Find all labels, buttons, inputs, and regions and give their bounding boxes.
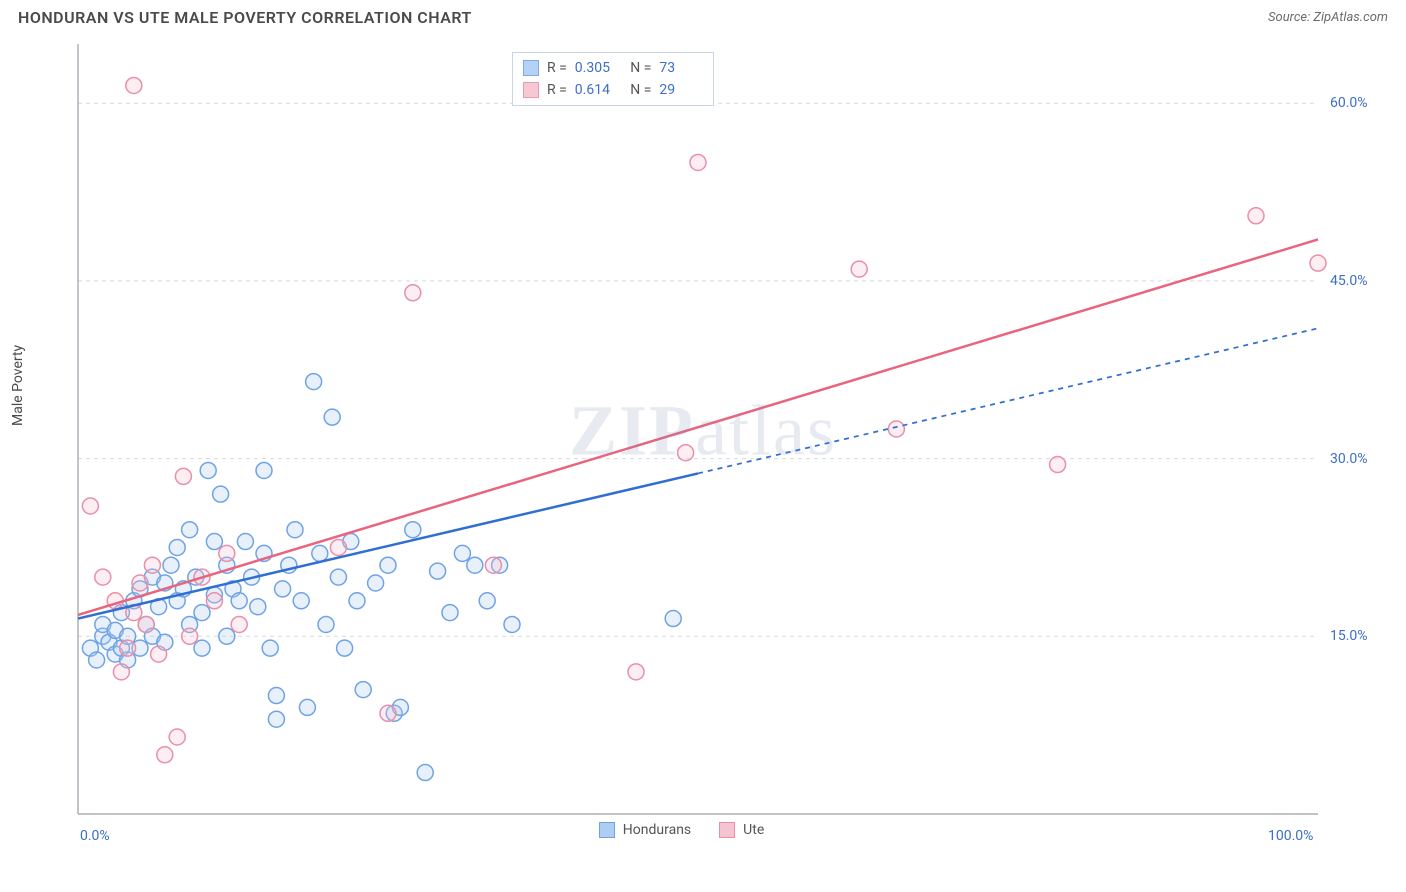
legend-stat-row: R = 0.305 N = 73 [523, 57, 703, 79]
legend-series-name: Ute [743, 822, 764, 838]
legend-swatch [523, 82, 539, 98]
y-tick-label: 15.0% [1330, 628, 1368, 644]
legend-n-value: 29 [659, 79, 703, 101]
y-tick-label: 60.0% [1330, 95, 1368, 111]
chart-container: Male Poverty ZIPatlas R =0.305 N =73R =0… [18, 38, 1388, 874]
series-legend: Hondurans Ute [599, 822, 764, 838]
legend-r-value: 0.614 [575, 79, 619, 101]
scatter-plot [18, 38, 1388, 864]
legend-r-label: R = [547, 79, 567, 101]
legend-swatch [599, 822, 615, 838]
correlation-legend: R = 0.305 N = 73 R = 0.614 N = 29 [512, 52, 714, 106]
legend-swatch [719, 822, 735, 838]
x-tick-label: 100.0% [1268, 828, 1313, 844]
x-tick-label: 0.0% [80, 828, 110, 844]
legend-series-name: Hondurans [623, 822, 691, 838]
y-axis-label: Male Poverty [10, 345, 26, 426]
legend-stat-row: R = 0.614 N = 29 [523, 79, 703, 101]
chart-title: HONDURAN VS UTE MALE POVERTY CORRELATION… [18, 8, 472, 27]
legend-n-label: N = [627, 79, 652, 101]
y-tick-label: 30.0% [1330, 451, 1368, 467]
legend-series-item: Hondurans [599, 822, 691, 838]
legend-n-value: 73 [659, 57, 703, 79]
legend-series-item: Ute [719, 822, 764, 838]
legend-n-label: N = [627, 57, 652, 79]
legend-swatch [523, 60, 539, 76]
legend-r-value: 0.305 [575, 57, 619, 79]
source-label: Source: ZipAtlas.com [1268, 10, 1388, 25]
y-tick-label: 45.0% [1330, 273, 1368, 289]
legend-r-label: R = [547, 57, 567, 79]
